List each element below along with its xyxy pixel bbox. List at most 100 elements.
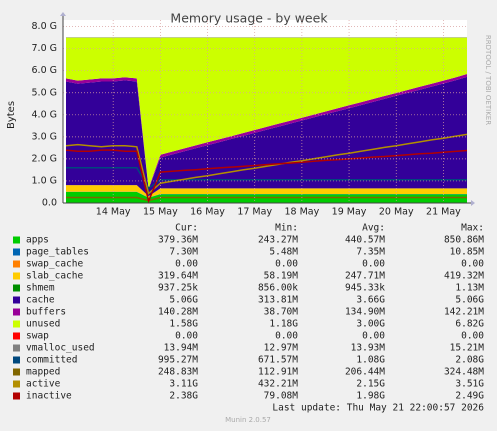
legend-stat: 13.94M bbox=[164, 343, 199, 354]
legend-label: inactive bbox=[26, 391, 72, 402]
x-tick-label: 15 May bbox=[143, 207, 178, 218]
legend-label: cache bbox=[26, 295, 55, 306]
legend-label: active bbox=[26, 379, 61, 390]
legend-stat: 247.71M bbox=[345, 271, 385, 282]
legend-stat: 432.21M bbox=[258, 379, 298, 390]
axis-arrow bbox=[471, 200, 475, 206]
legend-stat: 1.18G bbox=[269, 319, 298, 330]
legend-swatch bbox=[13, 320, 20, 328]
legend-label: slab_cache bbox=[26, 271, 83, 282]
legend-label: page_tables bbox=[26, 247, 89, 258]
legend-swatch bbox=[13, 272, 20, 280]
legend-stat: 10.85M bbox=[450, 247, 485, 258]
legend-stat: 2.15G bbox=[356, 379, 385, 390]
legend-stat: 13.93M bbox=[351, 343, 386, 354]
area bbox=[66, 185, 467, 198]
legend-stat: 15.21M bbox=[450, 343, 485, 354]
legend-stat: 2.49G bbox=[455, 391, 484, 402]
legend-swatch bbox=[13, 356, 20, 364]
legend-label: mapped bbox=[26, 367, 60, 378]
y-tick-label: 4.0 G bbox=[32, 109, 58, 120]
legend-label: vmalloc_used bbox=[26, 343, 95, 354]
y-tick-label: 1.0 G bbox=[32, 175, 58, 186]
legend-stat: 112.91M bbox=[258, 367, 298, 378]
legend-stat: 243.27M bbox=[258, 235, 298, 246]
legend-stat: 0.00 bbox=[275, 331, 298, 342]
x-tick-label: 20 May bbox=[379, 207, 414, 218]
y-tick-label: 2.0 G bbox=[32, 153, 58, 164]
legend-stat: 248.83M bbox=[158, 367, 198, 378]
legend-label: shmem bbox=[26, 283, 55, 294]
area bbox=[66, 74, 467, 190]
line bbox=[66, 196, 467, 202]
legend-stat: 0.00 bbox=[175, 259, 198, 270]
legend-header: Cur: bbox=[175, 223, 198, 234]
legend-stat: 1.98G bbox=[356, 391, 385, 402]
x-tick-label: 16 May bbox=[190, 207, 225, 218]
legend-stat: 38.70M bbox=[264, 307, 299, 318]
x-tick-label: 21 May bbox=[426, 207, 461, 218]
legend-stat: 3.00G bbox=[356, 319, 385, 330]
legend-swatch bbox=[13, 392, 20, 400]
legend-swatch bbox=[13, 368, 20, 376]
legend-stat: 995.27M bbox=[158, 355, 198, 366]
legend-stat: 0.00 bbox=[461, 331, 484, 342]
legend: Cur: Min: Avg: Max: apps 379.36M 243.27M 440.57… bbox=[13, 223, 484, 402]
area bbox=[66, 37, 467, 189]
legend-stat: 379.36M bbox=[158, 235, 198, 246]
legend-header: Min: bbox=[275, 223, 298, 234]
legend-stat: 12.97M bbox=[264, 343, 299, 354]
legend-label: unused bbox=[26, 319, 60, 330]
legend-stat: 58.19M bbox=[264, 271, 299, 282]
x-tick-label: 19 May bbox=[332, 207, 367, 218]
y-tick-label: 3.0 G bbox=[32, 131, 58, 142]
legend-swatch bbox=[13, 308, 20, 316]
legend-stat: 850.86M bbox=[444, 235, 484, 246]
legend-swatch bbox=[13, 344, 20, 352]
legend-stat: 3.66G bbox=[356, 295, 385, 306]
legend-swatch bbox=[13, 248, 20, 256]
y-axis-label: Bytes bbox=[6, 101, 17, 129]
legend-stat: 0.00 bbox=[461, 259, 484, 270]
legend-stat: 5.06G bbox=[455, 295, 484, 306]
legend-stat: 5.48M bbox=[269, 247, 298, 258]
legend-header: Max: bbox=[461, 223, 484, 234]
legend-stat: 2.08G bbox=[455, 355, 484, 366]
legend-stat: 3.11G bbox=[169, 379, 198, 390]
legend-stat: 440.57M bbox=[345, 235, 385, 246]
legend-stat: 0.00 bbox=[275, 259, 298, 270]
legend-label: swap bbox=[26, 331, 49, 342]
legend-swatch bbox=[13, 332, 20, 340]
legend-stat: 7.30M bbox=[169, 247, 198, 258]
legend-stat: 1.58G bbox=[169, 319, 198, 330]
plot bbox=[63, 20, 468, 204]
legend-swatch bbox=[13, 296, 20, 304]
line bbox=[66, 166, 467, 190]
y-tick-label: 5.0 G bbox=[32, 87, 58, 98]
legend-label: buffers bbox=[26, 307, 66, 318]
legend-swatch bbox=[13, 260, 20, 268]
axis-arrow bbox=[60, 12, 66, 16]
y-tick-label: 6.0 G bbox=[32, 65, 58, 76]
legend-stat: 1.08G bbox=[356, 355, 385, 366]
legend-stat: 0.00 bbox=[175, 331, 198, 342]
legend-label: apps bbox=[26, 235, 49, 246]
x-tick-label: 14 May bbox=[96, 207, 131, 218]
legend-stat: 937.25k bbox=[158, 283, 198, 294]
legend-stat: 6.82G bbox=[455, 319, 484, 330]
legend-stat: 0.00 bbox=[362, 331, 385, 342]
legend-label: swap_cache bbox=[26, 259, 83, 270]
legend-stat: 79.08M bbox=[264, 391, 299, 402]
legend-stat: 142.21M bbox=[444, 307, 484, 318]
y-tick-label: 0.0 bbox=[42, 198, 57, 209]
legend-header: Avg: bbox=[362, 223, 385, 234]
y-tick-label: 7.0 G bbox=[32, 43, 58, 54]
footer: Last update: Thu May 21 22:00:57 2026 bbox=[272, 403, 484, 414]
legend-stat: 319.64M bbox=[158, 271, 198, 282]
area bbox=[66, 76, 467, 197]
legend-swatch bbox=[13, 236, 20, 244]
legend-stat: 134.90M bbox=[345, 307, 385, 318]
version: Munin 2.0.57 bbox=[225, 416, 271, 424]
x-tick-label: 18 May bbox=[285, 207, 320, 218]
